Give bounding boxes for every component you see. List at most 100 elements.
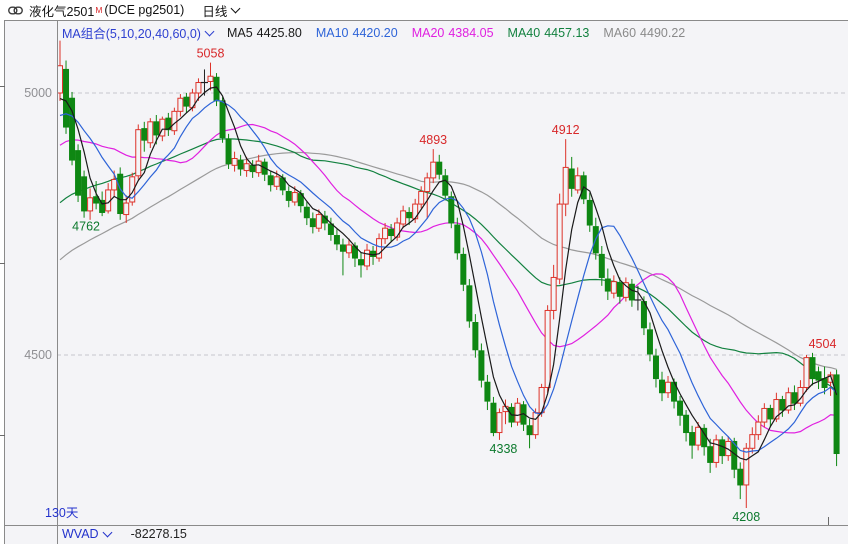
candle-body [213,76,220,102]
sub-indicator-row: WVAD -82278.15 [62,527,187,541]
candle-body [153,121,160,136]
swing-low-label: 4338 [490,442,518,456]
candle-body [478,350,485,381]
candle-body [141,128,148,141]
candle-body [514,402,521,423]
candle-body [809,357,816,380]
candle-body [171,110,178,132]
candle-body [388,228,395,237]
ma-group-label: MA组合(5,10,20,40,60,0) [62,27,201,41]
candle-body [695,426,702,446]
wvad-value: -82278.15 [130,527,187,541]
candle-body [207,75,214,82]
candle-body [610,281,617,294]
candle-body [833,374,840,455]
candle-body [604,278,611,292]
candle-body [339,244,346,252]
x-axis-tick [828,517,829,525]
candle-body [291,192,298,203]
ma10-line [59,99,838,453]
candle-body [303,206,310,219]
ma40-readout: MA40 4457.13 [507,25,590,40]
x-axis-line [4,525,848,526]
wvad-dropdown[interactable]: WVAD [62,527,113,541]
candle-body [484,381,491,402]
link-icon[interactable] [8,6,23,15]
candle-body [376,238,383,259]
candle-body [821,378,828,388]
ma5-readout: MA5 4425.80 [226,25,302,40]
candle-body [63,68,70,128]
candle-body [147,121,154,144]
ma10-readout: MA10 4420.20 [315,25,398,40]
candle-body [815,371,822,381]
swing-low-label: 4762 [72,220,100,234]
candle-body [436,161,443,175]
candle-body [616,282,623,297]
candle-body [255,160,262,174]
ma-readout-row: MA组合(5,10,20,40,60,0) MA5 4425.80 MA10 442… [62,23,699,42]
candle-body [99,199,106,213]
candle-body [448,196,455,224]
candle-body [219,100,226,139]
candle-body [779,399,786,411]
ma60-readout: MA60 4490.22 [603,25,686,40]
candle-body [358,259,364,266]
ma-group-dropdown[interactable]: MA组合(5,10,20,40,60,0) [62,23,215,42]
candle-body [827,374,834,383]
candle-body [496,412,503,434]
y-axis-line [57,20,58,544]
swing-high-label: 4912 [552,123,580,137]
candle-body [442,175,449,196]
candle-body [364,249,371,267]
candle-body [460,253,467,285]
candle-body [568,168,575,189]
ma60-line [59,151,837,370]
candle-body [556,203,563,280]
candle-body [177,97,184,112]
candle-body [803,357,810,388]
candle-body [562,166,569,205]
candle-body [309,218,316,228]
contract-flag: M [95,5,103,15]
candle-body [183,96,190,107]
candle-body [315,214,322,229]
candle-body [195,82,202,94]
candle-body [526,425,533,436]
candle-body [659,379,665,394]
candle-body [75,150,82,196]
candle-body [267,175,274,186]
left-edge-tick [0,435,5,436]
y-axis-label-5000: 5000 [24,86,52,100]
visible-range-label: 130天 [45,506,79,520]
candle-body [665,381,672,394]
candle-body [689,432,696,446]
candle-body [785,392,792,411]
swing-high-label: 4504 [809,337,837,351]
candle-body [544,309,551,388]
candle-body [677,400,684,416]
candle-body [345,244,352,254]
title-bar: 液化气2501 M (DCE pg2501) 日线 [0,0,848,20]
candle-body [159,118,166,137]
candle-body [333,235,340,245]
candle-body [646,329,653,355]
candle-body [87,197,94,212]
swing-high-label: 5058 [197,47,225,61]
y-axis-label-4500: 4500 [24,348,52,362]
candle-body [237,159,244,170]
candle-body [761,407,768,423]
candle-body [743,447,750,486]
candle-body [749,434,756,449]
candle-body [767,407,774,420]
ma40-line [59,138,837,392]
candle-body [737,468,744,486]
period-dropdown[interactable]: 日线 [202,1,241,20]
candle-body [773,399,780,420]
candle-body [574,175,581,191]
candle-body [707,446,714,463]
candle-body [454,224,461,254]
candle-body [129,176,136,203]
candle-body [472,322,479,351]
